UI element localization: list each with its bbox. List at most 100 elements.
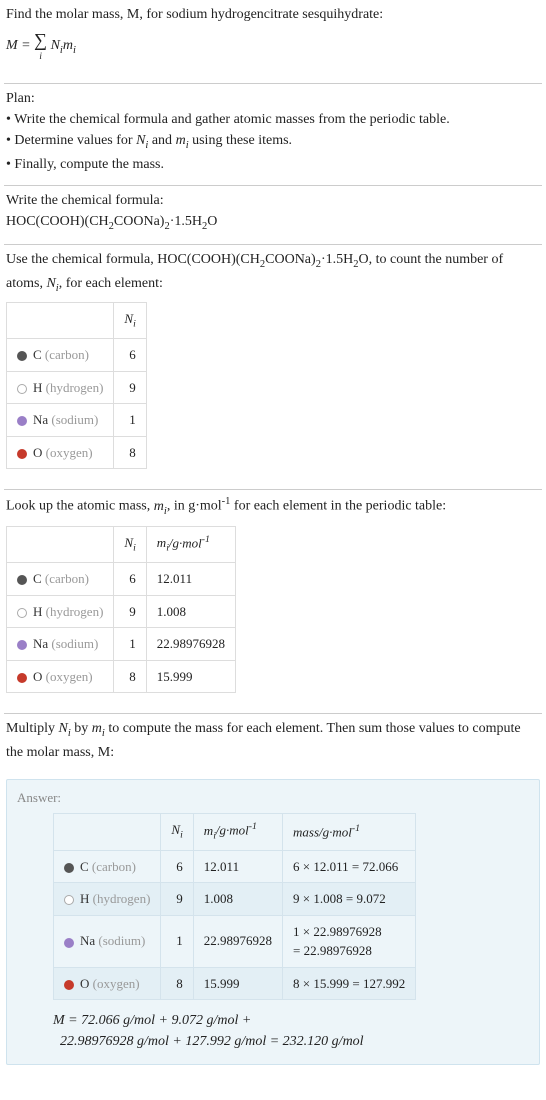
mi-cell: 22.98976928 xyxy=(146,628,235,661)
chemical-formula: HOC(COOH)(CH2COONa)2·1.5H2O xyxy=(6,211,540,235)
element-cell: Na (sodium) xyxy=(7,628,114,661)
element-dot-icon xyxy=(64,980,74,990)
table-row: Na (sodium)1 xyxy=(7,404,147,437)
mi-cell: 1.008 xyxy=(193,883,282,916)
ni-cell: 1 xyxy=(161,915,193,967)
write-formula-section: Write the chemical formula: HOC(COOH)(CH… xyxy=(0,186,546,245)
plan-bullet-1: • Write the chemical formula and gather … xyxy=(6,109,540,130)
text: and xyxy=(148,133,175,148)
count-atoms-section: Use the chemical formula, HOC(COOH)(CH2C… xyxy=(0,245,546,489)
mi-cell: 22.98976928 xyxy=(193,915,282,967)
element-dot-icon xyxy=(17,640,27,650)
element-dot-icon xyxy=(17,575,27,585)
ni-cell: 8 xyxy=(114,660,146,693)
empty-header xyxy=(54,814,161,851)
ni-cell: 1 xyxy=(114,628,146,661)
element-cell: C (carbon) xyxy=(7,563,114,596)
text: using these items. xyxy=(189,133,292,148)
element-dot-icon xyxy=(64,895,74,905)
element-dot-icon xyxy=(17,416,27,426)
answer-table: Nimi/g·mol-1mass/g·mol-1C (carbon)612.01… xyxy=(53,813,416,1000)
text: , for each element: xyxy=(59,276,163,291)
mi-cell: 12.011 xyxy=(146,563,235,596)
table-row: C (carbon)6 xyxy=(7,339,147,372)
ni-cell: 9 xyxy=(114,595,146,628)
table-row: H (hydrogen)9 xyxy=(7,371,147,404)
multiply-text: Multiply Ni by mi to compute the mass fo… xyxy=(6,718,540,763)
element-cell: C (carbon) xyxy=(7,339,114,372)
ni-cell: 9 xyxy=(161,883,193,916)
multiply-section: Multiply Ni by mi to compute the mass fo… xyxy=(0,714,546,773)
ni-cell: 8 xyxy=(161,967,193,1000)
table-row: H (hydrogen)91.008 xyxy=(7,595,236,628)
final-molar-mass: M = 72.066 g/mol + 9.072 g/mol + 22.9897… xyxy=(53,1010,529,1052)
element-dot-icon xyxy=(17,384,27,394)
mi-cell: 15.999 xyxy=(146,660,235,693)
element-dot-icon xyxy=(17,351,27,361)
col-mass: mass/g·mol-1 xyxy=(283,814,416,851)
intro-text: Find the molar mass, M, for sodium hydro… xyxy=(6,4,540,25)
text: , in g·mol xyxy=(167,499,222,514)
plan-bullet-3: • Finally, compute the mass. xyxy=(6,154,540,175)
lookup-text: Look up the atomic mass, mi, in g·mol-1 … xyxy=(6,494,540,519)
element-dot-icon xyxy=(64,863,74,873)
lookup-table: Nimi/g·mol-1C (carbon)612.011H (hydrogen… xyxy=(6,526,236,694)
col-Ni: Ni xyxy=(114,526,146,563)
element-cell: Na (sodium) xyxy=(7,404,114,437)
empty-header xyxy=(7,303,114,339)
col-Ni: Ni xyxy=(161,814,193,851)
molar-mass-formula: M = ∑i Nimi xyxy=(6,25,540,73)
table-row: C (carbon)612.0116 × 12.011 = 72.066 xyxy=(54,850,416,883)
text: • Determine values for xyxy=(6,133,136,148)
mass-cell: 8 × 15.999 = 127.992 xyxy=(283,967,416,1000)
table-row: C (carbon)612.011 xyxy=(7,563,236,596)
mass-cell: 1 × 22.98976928= 22.98976928 xyxy=(283,915,416,967)
plan-bullet-2: • Determine values for Ni and mi using t… xyxy=(6,130,540,154)
write-formula-heading: Write the chemical formula: xyxy=(6,190,540,211)
col-Ni: Ni xyxy=(114,303,146,339)
element-cell: H (hydrogen) xyxy=(54,883,161,916)
ni-cell: 6 xyxy=(161,850,193,883)
element-cell: H (hydrogen) xyxy=(7,595,114,628)
count-atoms-table: NiC (carbon)6H (hydrogen)9Na (sodium)1O … xyxy=(6,302,147,469)
table-row: Na (sodium)122.98976928 xyxy=(7,628,236,661)
ni-cell: 8 xyxy=(114,436,146,469)
table-row: O (oxygen)815.999 xyxy=(7,660,236,693)
text: for each element in the periodic table: xyxy=(230,499,446,514)
plan-section: Plan: • Write the chemical formula and g… xyxy=(0,84,546,185)
text: Look up the atomic mass, xyxy=(6,499,154,514)
count-atoms-text: Use the chemical formula, HOC(COOH)(CH2C… xyxy=(6,249,540,296)
col-mi: mi/g·mol-1 xyxy=(146,526,235,563)
element-cell: O (oxygen) xyxy=(7,436,114,469)
element-cell: H (hydrogen) xyxy=(7,371,114,404)
ni-cell: 6 xyxy=(114,339,146,372)
ni-cell: 9 xyxy=(114,371,146,404)
element-cell: O (oxygen) xyxy=(7,660,114,693)
ni-cell: 6 xyxy=(114,563,146,596)
element-dot-icon xyxy=(64,938,74,948)
table-row: Na (sodium)122.989769281 × 22.98976928= … xyxy=(54,915,416,967)
col-mi: mi/g·mol-1 xyxy=(193,814,282,851)
mi-cell: 1.008 xyxy=(146,595,235,628)
ni-cell: 1 xyxy=(114,404,146,437)
element-cell: Na (sodium) xyxy=(54,915,161,967)
table-row: O (oxygen)8 xyxy=(7,436,147,469)
table-row: H (hydrogen)91.0089 × 1.008 = 9.072 xyxy=(54,883,416,916)
text: Use the chemical formula, xyxy=(6,252,157,267)
intro-section: Find the molar mass, M, for sodium hydro… xyxy=(0,0,546,83)
empty-header xyxy=(7,526,114,563)
mass-cell: 9 × 1.008 = 9.072 xyxy=(283,883,416,916)
element-cell: C (carbon) xyxy=(54,850,161,883)
answer-box: Answer: Nimi/g·mol-1mass/g·mol-1C (carbo… xyxy=(6,779,540,1066)
answer-label: Answer: xyxy=(17,788,529,808)
text: by xyxy=(71,721,92,736)
text: Multiply xyxy=(6,721,59,736)
table-row: O (oxygen)815.9998 × 15.999 = 127.992 xyxy=(54,967,416,1000)
element-cell: O (oxygen) xyxy=(54,967,161,1000)
mi-cell: 15.999 xyxy=(193,967,282,1000)
element-dot-icon xyxy=(17,673,27,683)
mass-cell: 6 × 12.011 = 72.066 xyxy=(283,850,416,883)
element-dot-icon xyxy=(17,608,27,618)
mi-cell: 12.011 xyxy=(193,850,282,883)
element-dot-icon xyxy=(17,449,27,459)
